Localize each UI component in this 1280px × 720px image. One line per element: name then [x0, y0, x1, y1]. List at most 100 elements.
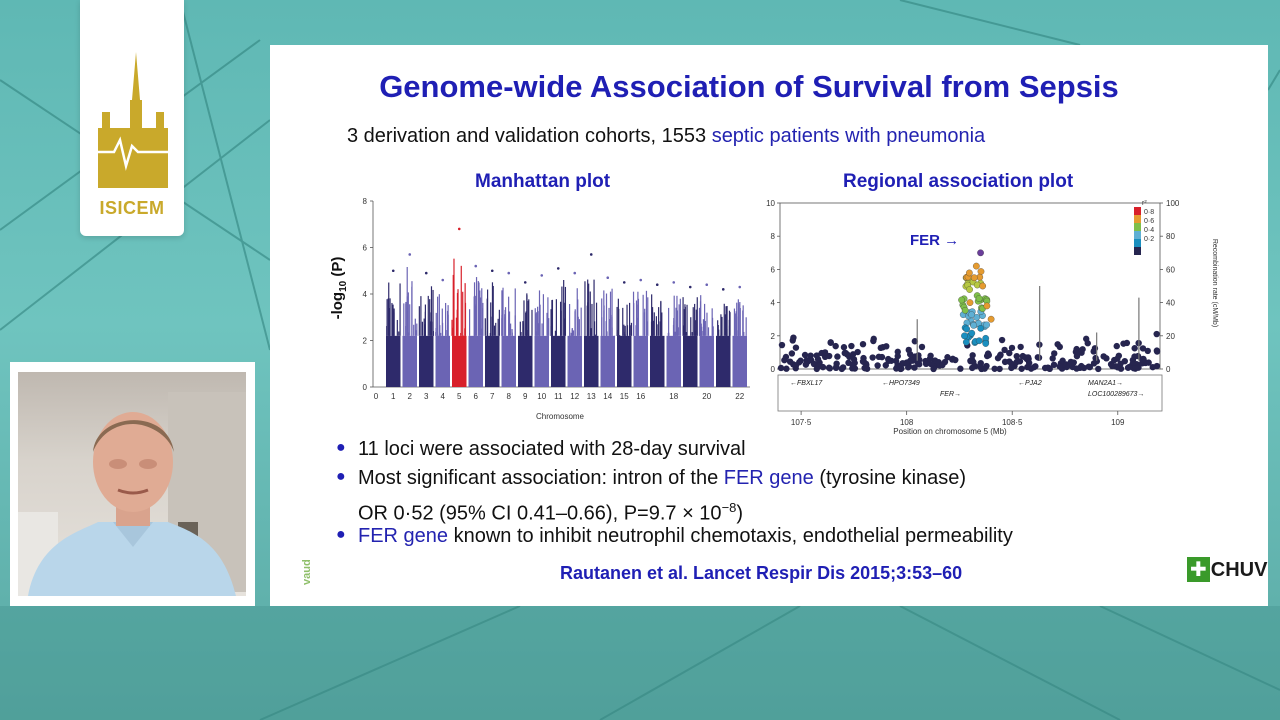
speaker-video	[18, 372, 246, 596]
peak-point	[507, 271, 511, 275]
x-tick-label: 5	[457, 392, 462, 401]
snp-point	[1144, 347, 1151, 355]
chromosome-block	[402, 335, 417, 387]
snp-point	[957, 365, 964, 372]
snp-point	[1108, 362, 1116, 370]
snp-point	[1051, 350, 1058, 357]
bullet-text: 11 loci were associated with 28-day surv…	[358, 438, 746, 460]
snp-point	[1113, 342, 1120, 350]
gene-label: LOC100289673→	[1088, 391, 1144, 398]
snp-point	[874, 362, 881, 369]
bullet-icon: ●	[336, 439, 346, 456]
snp-point	[859, 340, 867, 348]
snp-point	[998, 336, 1006, 344]
snp-point	[930, 365, 937, 373]
snp-point	[949, 355, 956, 363]
top-snp-point	[972, 262, 980, 270]
snp-point	[783, 365, 790, 372]
ld-snp-point	[961, 332, 968, 340]
x-tick-label: 8	[507, 392, 512, 401]
snp-point	[969, 364, 976, 372]
snp-point	[885, 357, 892, 364]
chuv-logo: ✚ CHUV	[1187, 557, 1267, 582]
chromosome-9-points	[518, 281, 533, 387]
bullet-item: ● 11 loci were associated with 28-day sur…	[336, 435, 1156, 464]
peak-point	[424, 271, 428, 275]
chromosome-15-points	[616, 281, 633, 387]
peak-point	[622, 281, 626, 284]
y-tick-label: 10	[766, 199, 775, 208]
ld-snp-point	[970, 322, 977, 329]
bullet-text: OR 0·52 (95% CI 0.41–0.66), P=9.7 × 10	[358, 502, 722, 525]
peak-point	[688, 285, 692, 289]
snp-point	[1032, 363, 1039, 370]
snp-point	[777, 364, 785, 372]
snp-point	[862, 360, 870, 368]
snp-point	[981, 365, 988, 372]
snp-point	[900, 360, 907, 367]
top-snp-point	[966, 299, 974, 306]
chromosome-block	[617, 335, 632, 387]
snp-point	[1070, 359, 1077, 366]
chromosome-block	[534, 335, 549, 387]
subtitle-prefix: 3 derivation and validation cohorts, 155…	[347, 125, 712, 147]
snp-point	[1022, 354, 1029, 361]
manhattan-ylabel: -log10 (P)	[329, 257, 349, 320]
manhattan-xlabel: Chromosome	[536, 412, 585, 421]
top-snp-point	[979, 282, 987, 290]
gene-label: ←PJA2	[1018, 380, 1042, 387]
x-tick-label: 16	[636, 392, 645, 401]
peak-point	[705, 283, 709, 286]
snp-point	[892, 357, 900, 365]
snp-point	[1008, 344, 1016, 352]
chromosome-11-points	[550, 267, 567, 387]
snp-point	[911, 338, 919, 345]
chromosome-block	[600, 335, 615, 387]
bullet-item: ● FER gene known to inhibit neutrophil ch…	[336, 522, 1156, 551]
vaud-logo: vaud	[301, 559, 313, 585]
top-snp-point	[983, 302, 991, 310]
bullet-text: Most significant association: intron of …	[358, 467, 724, 489]
chromosome-20-points	[698, 283, 714, 387]
top-snp-point	[970, 274, 978, 282]
snp-point	[1153, 330, 1160, 338]
peak-point	[606, 276, 610, 280]
ld-snp-point	[975, 337, 983, 345]
bullet-text: known to inhibit neutrophil chemotaxis, …	[448, 525, 1013, 547]
x-tick-label: 109	[1111, 418, 1125, 427]
chromosome-13-points	[584, 253, 599, 387]
chromosome-block	[501, 335, 516, 387]
snp-point	[1001, 358, 1009, 366]
y-tick-label: 2	[363, 337, 368, 346]
gene-label: ←FBXL17	[790, 380, 823, 387]
snp-point	[944, 354, 951, 361]
snp-point	[1056, 363, 1063, 370]
chromosome-8-points	[501, 271, 516, 387]
chromosome-6-points	[468, 264, 484, 387]
snp-point	[1120, 340, 1127, 347]
x-tick-label: 108·5	[1002, 418, 1023, 427]
snp-point	[826, 365, 834, 372]
bullet-list: ● 11 loci were associated with 28-day sur…	[336, 435, 1156, 551]
speaker-image	[18, 392, 246, 596]
legend-color	[1134, 247, 1141, 255]
snp-point	[1050, 361, 1058, 369]
y-tick-label: 6	[363, 244, 368, 253]
x-tick-label: 13	[587, 392, 596, 401]
chromosome-17-points	[650, 283, 665, 387]
chuv-text: CHUV	[1210, 559, 1268, 581]
cathedral-icon	[94, 52, 172, 188]
snp-point	[907, 356, 915, 364]
x-tick-label: 20	[702, 392, 711, 401]
bullet-text: )	[736, 502, 744, 525]
x-tick-label: 4	[441, 392, 446, 401]
ld-snp-point	[958, 296, 965, 304]
snp-point	[797, 357, 804, 364]
chromosome-10-points	[534, 274, 550, 387]
snp-point	[841, 349, 848, 357]
snp-point	[1013, 358, 1020, 366]
bullet-item: ● Most significant association: intron of…	[336, 464, 1156, 493]
y-tick-label: 6	[771, 265, 776, 274]
bullet-highlight: FER gene	[723, 467, 814, 489]
